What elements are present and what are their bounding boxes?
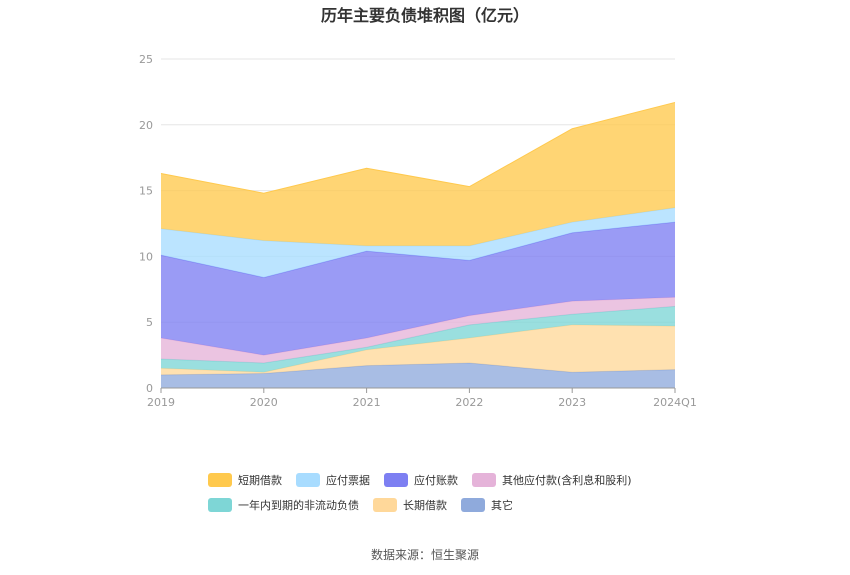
y-tick-label: 25 bbox=[139, 53, 153, 66]
legend-label: 其它 bbox=[491, 499, 513, 512]
area-series-6 bbox=[161, 102, 675, 246]
legend-label: 应付票据 bbox=[326, 474, 370, 487]
y-tick-label: 15 bbox=[139, 185, 153, 198]
area-series-line-6 bbox=[160, 101, 676, 194]
legend-swatch bbox=[384, 473, 408, 487]
legend: 短期借款 应付票据 应付账款 其他应付款(含利息和股利) 一年内到期的非流动负债 长期借款… bbox=[208, 472, 688, 522]
legend-item[interactable]: 一年内到期的非流动负债 bbox=[208, 497, 359, 513]
area-series-2 bbox=[161, 306, 675, 373]
legend-item[interactable]: 其他应付款(含利息和股利) bbox=[472, 472, 632, 488]
area-series-0 bbox=[161, 362, 675, 388]
y-tick-label: 20 bbox=[139, 119, 153, 132]
legend-swatch bbox=[208, 498, 232, 512]
y-tick-label: 10 bbox=[139, 250, 153, 263]
legend-swatch bbox=[208, 473, 232, 487]
y-tick-label: 0 bbox=[146, 382, 153, 395]
area-series-1 bbox=[161, 324, 675, 375]
area-series-5 bbox=[161, 207, 675, 278]
x-tick-label: 2022 bbox=[455, 396, 483, 409]
chart-title: 历年主要负债堆积图（亿元） bbox=[320, 6, 529, 25]
area-series-3 bbox=[161, 297, 675, 363]
legend-item[interactable]: 其它 bbox=[461, 497, 513, 513]
legend-item[interactable]: 应付票据 bbox=[296, 472, 370, 488]
legend-label: 一年内到期的非流动负债 bbox=[238, 499, 359, 512]
legend-swatch bbox=[461, 498, 485, 512]
area-series-4 bbox=[161, 222, 675, 356]
legend-item[interactable]: 应付账款 bbox=[384, 472, 458, 488]
x-tick-label: 2024Q1 bbox=[653, 396, 697, 409]
legend-swatch bbox=[472, 473, 496, 487]
x-tick-label: 2020 bbox=[250, 396, 278, 409]
legend-item[interactable]: 短期借款 bbox=[208, 472, 282, 488]
x-tick-label: 2021 bbox=[353, 396, 381, 409]
series-areas bbox=[160, 101, 676, 388]
axes: 0 5 10 15 20 25 2019 2020 2021 2022 2023 2024Q1 bbox=[139, 53, 697, 409]
legend-label: 应付账款 bbox=[414, 474, 458, 487]
legend-label: 其他应付款(含利息和股利) bbox=[502, 474, 632, 487]
legend-swatch bbox=[373, 498, 397, 512]
x-tick-label: 2019 bbox=[147, 396, 175, 409]
area-series-line-0 bbox=[160, 362, 676, 376]
y-tick-label: 5 bbox=[146, 316, 153, 329]
x-tick-label: 2023 bbox=[558, 396, 586, 409]
legend-label: 长期借款 bbox=[403, 499, 447, 512]
data-source: 数据来源：恒生聚源 bbox=[370, 548, 479, 562]
legend-item[interactable]: 长期借款 bbox=[373, 497, 447, 513]
legend-label: 短期借款 bbox=[238, 474, 282, 487]
legend-swatch bbox=[296, 473, 320, 487]
